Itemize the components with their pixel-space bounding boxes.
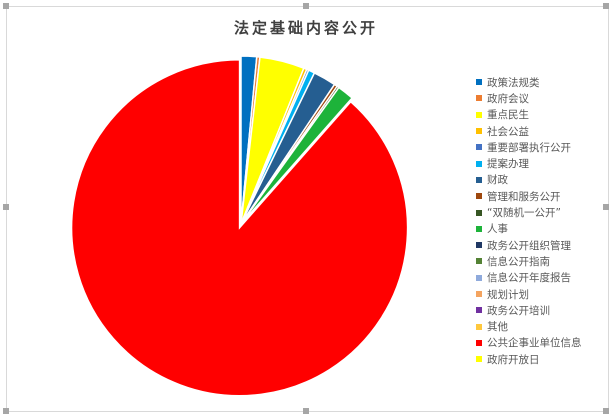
legend-swatch — [476, 128, 482, 135]
legend-swatch — [476, 274, 482, 281]
legend-swatch — [476, 225, 482, 232]
chart-title: 法定基础内容公开 — [233, 19, 378, 37]
legend-label: 政策法规类 — [487, 76, 540, 89]
legend-swatch — [476, 111, 482, 118]
legend-label: 其他 — [487, 321, 508, 334]
legend-label: 提案办理 — [487, 158, 529, 171]
legend-item: 重要部署执行公开 — [476, 139, 582, 155]
legend: 政策法规类政府会议重点民生社会公益重要部署执行公开 提案办理财政管理和服务公开 “双… — [476, 74, 582, 367]
legend-swatch — [476, 176, 482, 183]
resize-handle[interactable] — [603, 204, 609, 210]
legend-label: 政府会议 — [487, 92, 529, 105]
legend-swatch — [476, 144, 482, 151]
legend-swatch — [476, 307, 482, 314]
legend-item: 政策法规类 — [476, 74, 582, 90]
resize-handle[interactable] — [3, 3, 9, 9]
legend-swatch — [476, 193, 482, 200]
pie-slice[interactable] — [70, 58, 409, 397]
legend-label: 信息公开年度报告 — [487, 272, 571, 285]
legend-item: 社会公益 — [476, 123, 582, 139]
legend-item: 财政 — [476, 172, 582, 188]
legend-swatch — [476, 95, 482, 102]
legend-item: 政府开放日 — [476, 351, 582, 367]
legend-label: 重要部署执行公开 — [487, 141, 571, 154]
legend-swatch — [476, 258, 482, 265]
legend-label: 社会公益 — [487, 125, 529, 138]
legend-swatch — [476, 160, 482, 167]
legend-item: 人事 — [476, 221, 582, 237]
legend-label: 财政 — [487, 174, 508, 187]
legend-label: 人事 — [487, 223, 508, 236]
legend-swatch — [476, 79, 482, 86]
legend-item: “双随机一公开” — [476, 204, 582, 220]
resize-handle[interactable] — [3, 408, 9, 414]
resize-handle[interactable] — [303, 3, 309, 9]
legend-swatch — [476, 339, 482, 346]
resize-handle[interactable] — [3, 204, 9, 210]
legend-label: 政务公开培训 — [487, 304, 550, 317]
resize-handle[interactable] — [603, 3, 609, 9]
legend-label: 政务公开组织管理 — [487, 239, 571, 252]
legend-item: 政务公开培训 — [476, 302, 582, 318]
legend-item: 提案办理 — [476, 155, 582, 171]
resize-handle[interactable] — [603, 408, 609, 414]
resize-handle[interactable] — [303, 408, 309, 414]
legend-swatch — [476, 291, 482, 297]
legend-swatch — [476, 356, 482, 363]
legend-label: 信息公开指南 — [487, 255, 550, 268]
legend-swatch — [476, 209, 482, 216]
legend-item: 信息公开指南 — [476, 253, 582, 269]
legend-label: 政府开放日 — [487, 353, 540, 366]
legend-label: 公共企事业单位信息 — [487, 337, 582, 350]
legend-label: “双随机一公开” — [487, 207, 561, 220]
legend-label: 管理和服务公开 — [487, 190, 561, 203]
legend-item: 政务公开组织管理 — [476, 237, 582, 253]
legend-item: 重点民生 — [476, 107, 582, 123]
legend-item: 管理和服务公开 — [476, 188, 582, 204]
pie-slice[interactable] — [240, 86, 354, 225]
legend-item: 公共企事业单位信息 — [476, 335, 582, 351]
legend-item: 信息公开年度报告 — [476, 270, 582, 286]
legend-item: 规划计划 — [476, 286, 582, 302]
legend-swatch — [476, 323, 482, 330]
legend-label: 重点民生 — [487, 109, 529, 122]
legend-label: 规划计划 — [487, 288, 529, 301]
legend-swatch — [476, 242, 482, 249]
legend-item: 政府会议 — [476, 90, 582, 106]
legend-item: 其他 — [476, 318, 582, 334]
